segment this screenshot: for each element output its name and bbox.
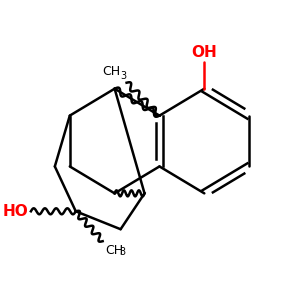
Text: CH: CH	[103, 65, 121, 78]
Text: 3: 3	[119, 247, 125, 257]
Text: HO: HO	[2, 204, 28, 219]
Text: 3: 3	[121, 71, 127, 81]
Text: OH: OH	[191, 45, 217, 60]
Text: CH: CH	[106, 244, 124, 257]
